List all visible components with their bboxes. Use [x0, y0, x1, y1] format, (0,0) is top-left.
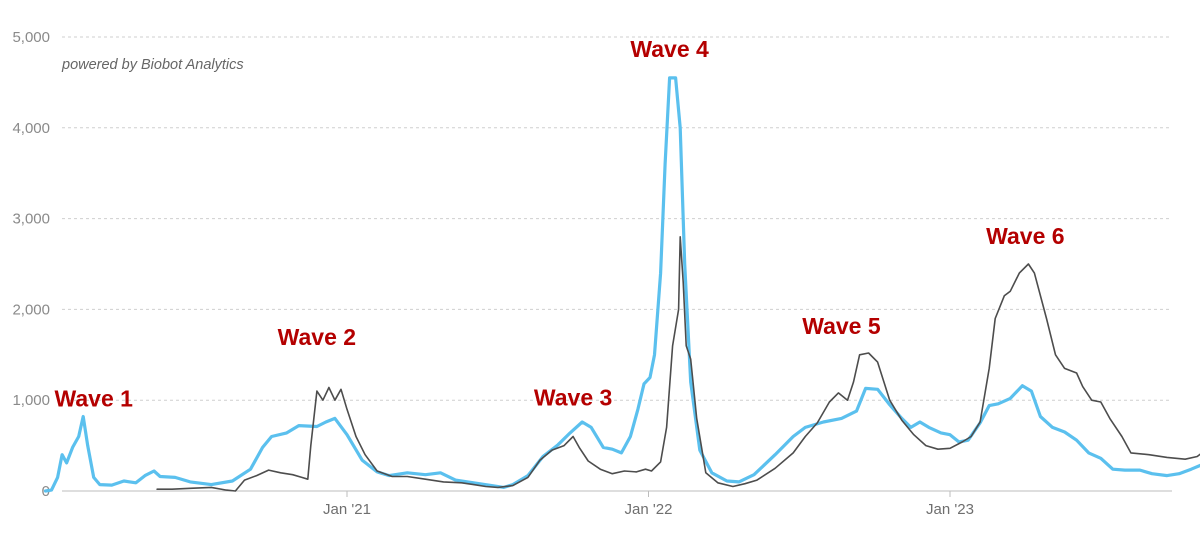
credit-text: powered by Biobot Analytics — [61, 57, 244, 73]
x-axis-ticks: Jan '21 Jan '22 Jan '23 — [323, 491, 974, 518]
series-line-cases — [156, 236, 1200, 492]
gridlines — [62, 36, 1172, 401]
wave-label: Wave 6 — [986, 223, 1064, 249]
y-tick-label: 2,000 — [12, 301, 50, 318]
y-tick-label: 1,000 — [12, 392, 50, 409]
y-tick-label: 5,000 — [12, 29, 50, 46]
wave-label: Wave 4 — [630, 36, 709, 62]
y-tick-label: 3,000 — [12, 211, 50, 228]
x-tick-label: Jan '22 — [625, 501, 673, 518]
y-tick-label: 4,000 — [12, 120, 50, 137]
wave-label: Wave 3 — [534, 385, 612, 411]
wave-label: Wave 2 — [278, 324, 356, 350]
wave-label: Wave 5 — [802, 313, 881, 339]
x-tick-label: Jan '23 — [926, 501, 974, 518]
series-line-wastewater — [43, 76, 1200, 493]
wave-label: Wave 1 — [55, 386, 134, 412]
series-lines — [43, 76, 1200, 493]
x-tick-label: Jan '21 — [323, 501, 371, 518]
